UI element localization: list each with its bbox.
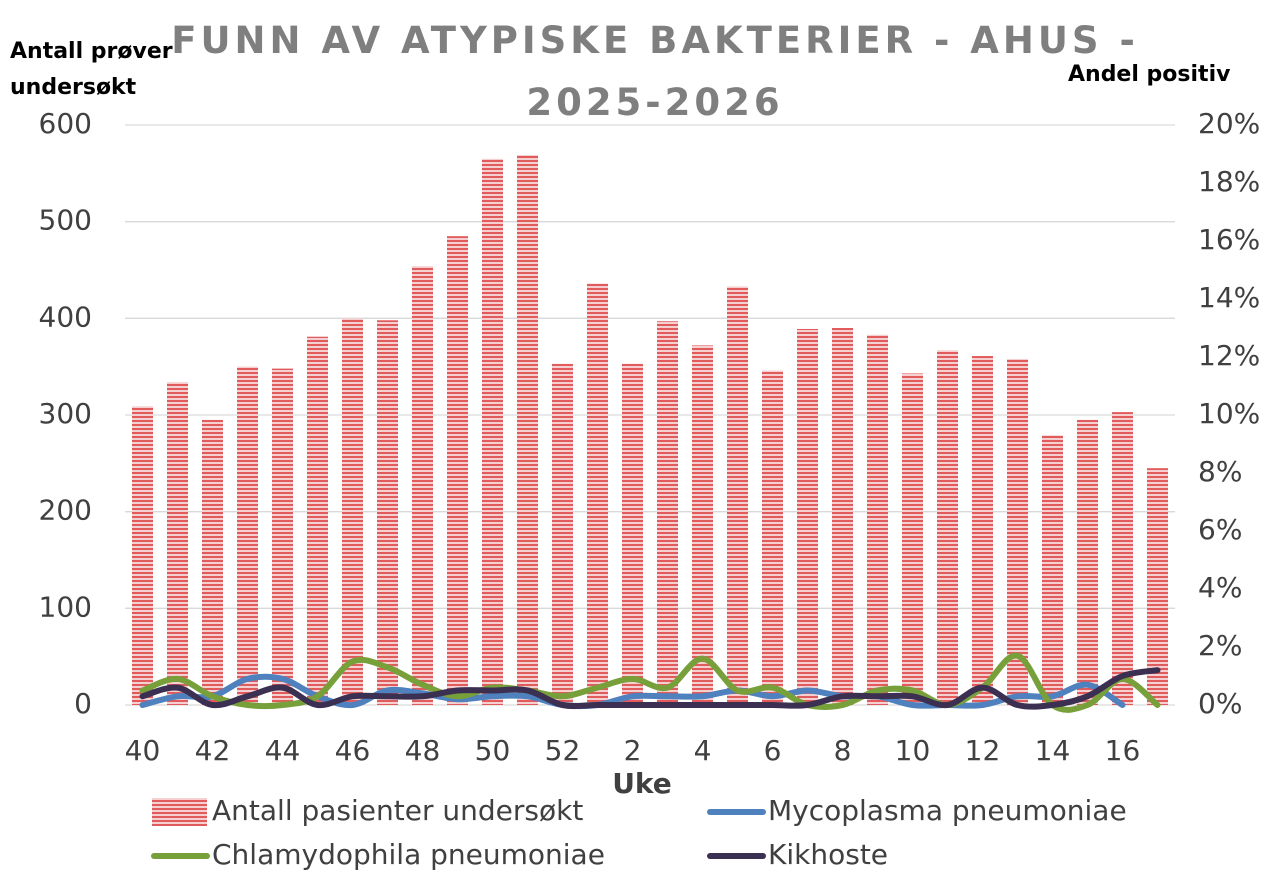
y-tick-label: 200 xyxy=(39,494,92,527)
bar xyxy=(1007,358,1028,705)
y-tick-label: 500 xyxy=(39,204,92,237)
x-tick-label: 8 xyxy=(834,734,852,767)
y2-axis-label: Andel positiv xyxy=(1068,62,1231,87)
y2-tick-label: 8% xyxy=(1198,455,1242,488)
x-tick-label: 42 xyxy=(195,734,231,767)
bar xyxy=(902,373,923,705)
bar xyxy=(517,154,538,705)
line xyxy=(139,667,1161,710)
bar xyxy=(1077,419,1098,705)
bar xyxy=(412,266,433,705)
bar xyxy=(657,321,678,705)
y-tick-label: 100 xyxy=(39,590,92,623)
bar xyxy=(797,328,818,705)
bar xyxy=(167,382,188,705)
bar xyxy=(377,320,398,705)
x-tick-label: 44 xyxy=(265,734,301,767)
y2-tick-label: 12% xyxy=(1198,339,1260,372)
legend-label: Antall pasienter undersøkt xyxy=(212,794,583,827)
y-tick-label: 300 xyxy=(39,397,92,430)
bar xyxy=(727,286,748,705)
x-tick-label: 40 xyxy=(125,734,161,767)
y2-tick-label: 4% xyxy=(1198,571,1242,604)
y-tick-label: 400 xyxy=(39,300,92,333)
y2-tick-label: 20% xyxy=(1198,107,1260,140)
x-tick-label: 2 xyxy=(624,734,642,767)
y2-tick-label: 10% xyxy=(1198,397,1260,430)
line xyxy=(139,652,1161,713)
bar xyxy=(692,345,713,705)
y-axis-label: Antall prøver undersøkt xyxy=(10,39,173,100)
chart-title: FUNN AV ATYPISKE BAKTERIER - AHUS - 2025… xyxy=(171,19,1139,124)
bar xyxy=(447,236,468,705)
x-tick-label: 4 xyxy=(694,734,712,767)
y2-tick-label: 0% xyxy=(1198,687,1242,720)
legend-label: Kikhoste xyxy=(768,838,888,871)
bar xyxy=(972,356,993,705)
y-tick-label: 0 xyxy=(74,687,92,720)
x-tick-label: 50 xyxy=(475,734,511,767)
x-tick-label: 6 xyxy=(764,734,782,767)
x-tick-label: 52 xyxy=(545,734,581,767)
y2-tick-label: 18% xyxy=(1198,165,1260,198)
legend-label: Mycoplasma pneumoniae xyxy=(768,794,1127,827)
x-tick-label: 12 xyxy=(965,734,1001,767)
bar xyxy=(202,419,223,705)
x-tick-label: 46 xyxy=(335,734,371,767)
y2-tick-label: 14% xyxy=(1198,281,1260,314)
bar xyxy=(1147,468,1168,705)
legend-label: Chlamydophila pneumoniae xyxy=(212,838,605,871)
bar xyxy=(762,370,783,705)
bar xyxy=(622,363,643,705)
x-axis-label: Uke xyxy=(612,767,672,800)
bar xyxy=(237,366,258,705)
bar xyxy=(867,334,888,705)
bar xyxy=(482,158,503,706)
x-tick-label: 48 xyxy=(405,734,441,767)
x-tick-label: 16 xyxy=(1105,734,1141,767)
bar xyxy=(832,328,853,705)
bar xyxy=(1112,412,1133,705)
y2-tick-label: 16% xyxy=(1198,223,1260,256)
bar xyxy=(1042,435,1063,705)
x-tick-label: 14 xyxy=(1035,734,1071,767)
bar xyxy=(307,336,328,705)
y2-tick-label: 2% xyxy=(1198,629,1242,662)
bar xyxy=(132,406,153,705)
legend-swatch xyxy=(152,798,207,826)
bar xyxy=(587,283,608,705)
y-tick-label: 600 xyxy=(39,107,92,140)
bar xyxy=(937,350,958,705)
bar xyxy=(272,368,293,705)
y2-tick-label: 6% xyxy=(1198,513,1242,546)
x-tick-label: 10 xyxy=(895,734,931,767)
bar xyxy=(552,363,573,705)
bar xyxy=(342,318,363,705)
